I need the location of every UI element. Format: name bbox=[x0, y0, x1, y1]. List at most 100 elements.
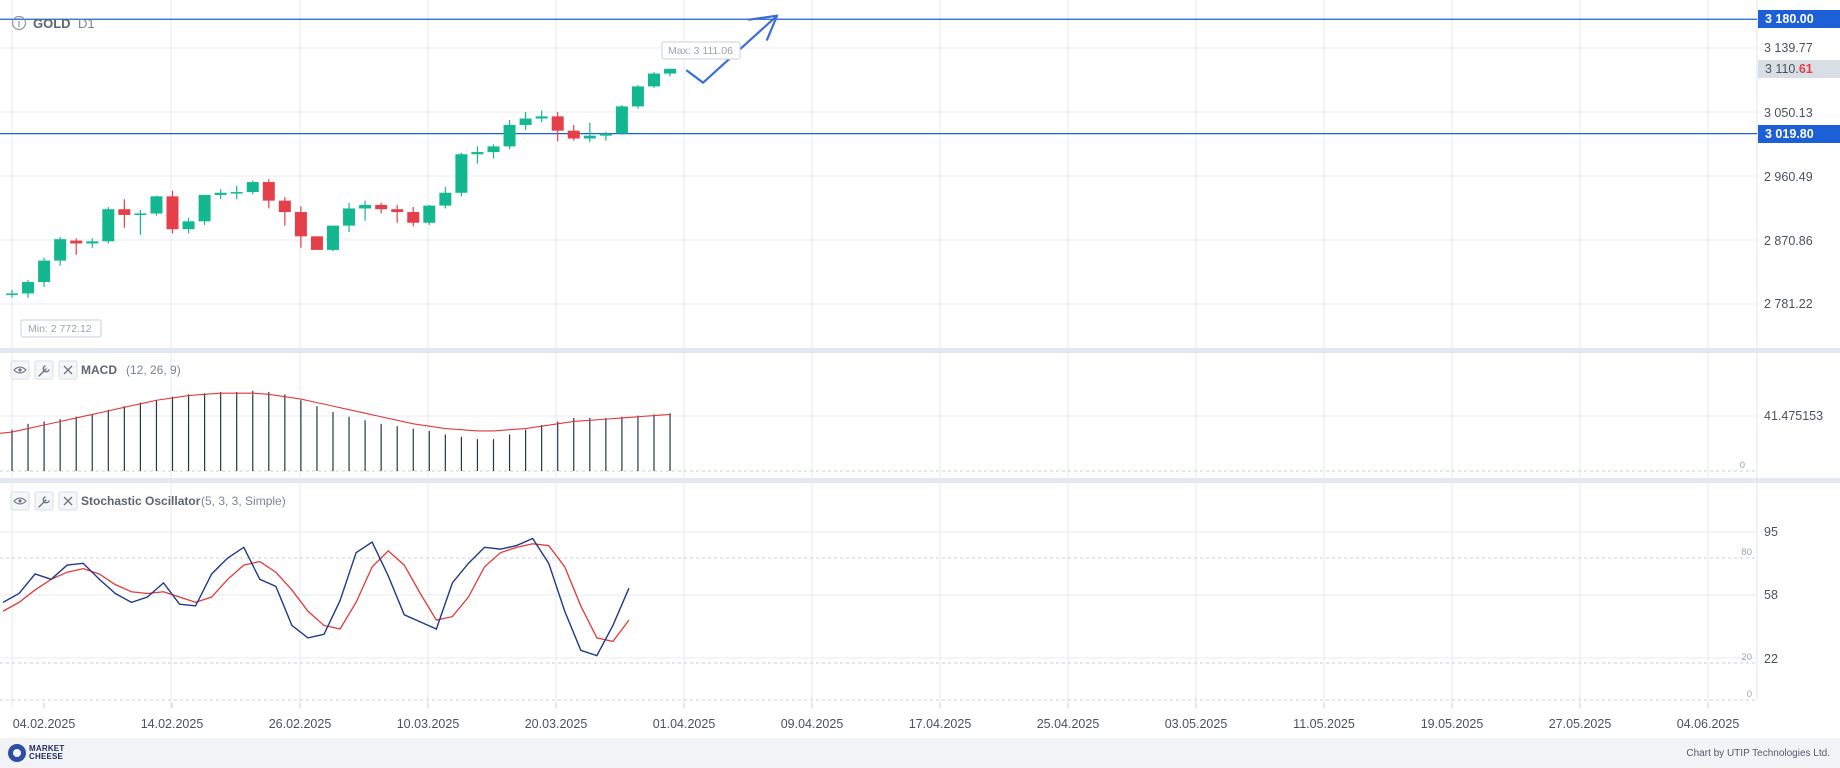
candle-body bbox=[166, 196, 179, 230]
time-tick-label: 14.02.2025 bbox=[141, 717, 204, 731]
candle-body bbox=[423, 205, 436, 223]
eye-icon[interactable] bbox=[13, 366, 27, 374]
svg-text:Min: 2 772.12: Min: 2 772.12 bbox=[28, 323, 92, 335]
candle-body bbox=[648, 73, 660, 87]
candle-body bbox=[567, 130, 580, 139]
candle-body bbox=[439, 192, 452, 206]
candle-body bbox=[54, 239, 67, 261]
candle-body bbox=[118, 209, 131, 215]
instrument-timeframe[interactable]: D1 bbox=[78, 16, 95, 31]
arrow-drawing[interactable] bbox=[685, 14, 779, 84]
stoch-level-20-label: 20 bbox=[1741, 652, 1752, 663]
svg-text:3 180.00: 3 180.00 bbox=[1765, 12, 1814, 26]
candle-body bbox=[246, 182, 259, 193]
price-tick: 3 050.13 bbox=[1764, 106, 1813, 120]
level-low-badge[interactable]: 3 019.80 bbox=[1758, 125, 1840, 143]
marketcheese-logo[interactable]: MARKET CHEESE bbox=[8, 744, 64, 762]
trend-arrow-annotation[interactable] bbox=[685, 14, 779, 84]
candle-body bbox=[583, 135, 596, 139]
time-tick-label: 19.05.2025 bbox=[1421, 717, 1484, 731]
instrument-header[interactable]: GOLD D1 bbox=[11, 15, 95, 31]
stoch-level-80-label: 80 bbox=[1741, 547, 1752, 558]
time-axis[interactable]: 04.02.2025 14.02.2025 26.02.2025 10.03.2025… bbox=[13, 703, 1740, 731]
wrench-icon[interactable] bbox=[38, 365, 50, 377]
close-icon[interactable] bbox=[63, 496, 73, 506]
level-high-badge[interactable]: 3 180.00 bbox=[1758, 10, 1840, 28]
chart-credit[interactable]: Chart by UTIP Technologies Ltd. bbox=[1686, 748, 1830, 759]
candle-body bbox=[150, 196, 163, 214]
current-price-badge: 3 110.61 bbox=[1758, 60, 1840, 78]
candle-body bbox=[599, 133, 612, 136]
svg-text:3 110.61: 3 110.61 bbox=[1765, 62, 1813, 76]
candle-body bbox=[391, 209, 404, 213]
macd-histogram bbox=[11, 390, 671, 471]
candle-body bbox=[551, 116, 564, 131]
macd-axis-value: 41.475153 bbox=[1764, 409, 1823, 423]
candle-body bbox=[471, 152, 484, 155]
min-label: Min: 2 772.12 bbox=[20, 319, 102, 338]
candle-body bbox=[487, 146, 500, 153]
candle-body bbox=[182, 221, 195, 230]
candle-body bbox=[455, 154, 468, 193]
candle-body bbox=[327, 225, 339, 250]
candle-body bbox=[535, 116, 548, 119]
candle-body bbox=[310, 236, 323, 250]
stochastic-panel[interactable]: Stochastic Oscillator (5, 3, 3, Simple) … bbox=[0, 491, 1778, 701]
grid bbox=[0, 0, 1757, 708]
time-tick-label: 25.04.2025 bbox=[1037, 717, 1100, 731]
candle-body bbox=[615, 106, 628, 134]
close-icon[interactable] bbox=[63, 365, 73, 375]
time-tick-label: 09.04.2025 bbox=[781, 717, 844, 731]
candle-body bbox=[294, 212, 307, 237]
candle-body bbox=[70, 240, 83, 244]
time-tick-label: 01.04.2025 bbox=[653, 717, 716, 731]
price-tick: 3 139.77 bbox=[1764, 41, 1813, 55]
candle-body bbox=[343, 208, 356, 226]
max-label: Max: 3 111.06 bbox=[661, 41, 741, 60]
time-tick-label: 03.05.2025 bbox=[1165, 717, 1228, 731]
candlesticks[interactable] bbox=[6, 68, 677, 298]
time-tick-label: 10.03.2025 bbox=[397, 717, 460, 731]
svg-text:3 019.80: 3 019.80 bbox=[1765, 127, 1814, 141]
candle-body bbox=[6, 293, 18, 295]
panel-separator[interactable] bbox=[0, 478, 1840, 483]
stoch-axis-tick: 22 bbox=[1764, 652, 1778, 666]
svg-text:Max: 3 111.06: Max: 3 111.06 bbox=[668, 45, 733, 57]
time-tick-label: 04.02.2025 bbox=[13, 717, 76, 731]
time-tick-label: 11.05.2025 bbox=[1293, 717, 1355, 731]
footer: MARKET CHEESE Chart by UTIP Technologies… bbox=[0, 738, 1840, 768]
candle-body bbox=[262, 182, 275, 201]
time-tick-label: 17.04.2025 bbox=[909, 717, 972, 731]
horizontal-levels[interactable] bbox=[0, 18, 1757, 135]
stoch-params: (5, 3, 3, Simple) bbox=[201, 494, 286, 508]
candle-body bbox=[519, 118, 532, 125]
arrow-head[interactable] bbox=[747, 14, 779, 41]
price-tick: 2 960.49 bbox=[1764, 170, 1813, 184]
price-panel[interactable]: Max: 3 111.06 Min: 2 772.12 GOLD D1 3 13… bbox=[0, 10, 1840, 338]
macd-signal-line bbox=[0, 392, 671, 434]
candle-body bbox=[375, 204, 388, 210]
macd-toolbar[interactable]: MACD (12, 26, 9) bbox=[10, 360, 181, 380]
macd-panel[interactable]: MACD (12, 26, 9) 41.475153 0 bbox=[0, 360, 1823, 472]
candle-body bbox=[134, 213, 147, 215]
candle-body bbox=[230, 192, 243, 194]
price-tick: 2 781.22 bbox=[1764, 297, 1813, 311]
stoch-title: Stochastic Oscillator bbox=[81, 494, 201, 508]
stoch-axis-tick: 95 bbox=[1764, 525, 1778, 539]
info-icon[interactable] bbox=[11, 15, 27, 31]
stoch-toolbar[interactable]: Stochastic Oscillator (5, 3, 3, Simple) bbox=[10, 491, 286, 511]
logo-icon bbox=[8, 744, 26, 762]
candle-body bbox=[198, 194, 211, 222]
candle-body bbox=[278, 200, 291, 213]
candle-body bbox=[102, 209, 115, 242]
price-tick: 2 870.86 bbox=[1764, 234, 1813, 248]
stoch-k-line bbox=[2, 537, 630, 657]
chart-canvas[interactable]: Max: 3 111.06 Min: 2 772.12 GOLD D1 3 13… bbox=[0, 0, 1840, 738]
panel-separator[interactable] bbox=[0, 348, 1840, 353]
candle-body bbox=[631, 86, 644, 107]
macd-zero-label: 0 bbox=[1740, 460, 1745, 471]
candle-body bbox=[407, 212, 420, 223]
time-tick-label: 20.03.2025 bbox=[525, 717, 588, 731]
eye-icon[interactable] bbox=[13, 497, 27, 505]
wrench-icon[interactable] bbox=[38, 496, 50, 508]
